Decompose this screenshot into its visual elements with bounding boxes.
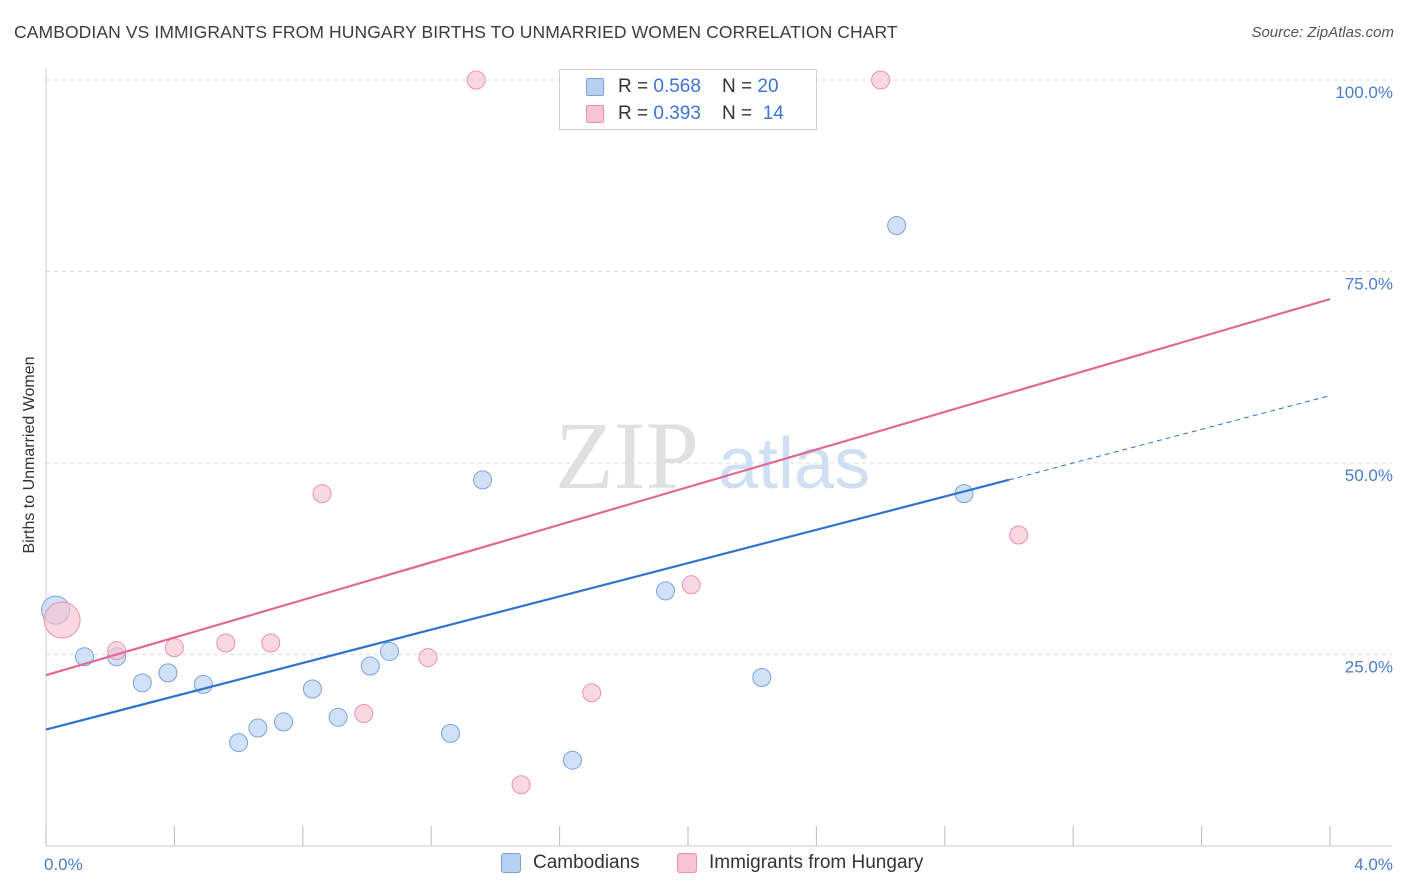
- y-tick-label: 50.0%: [1345, 466, 1393, 485]
- hungary-point: [43, 601, 81, 639]
- cambodians-point: [473, 470, 493, 490]
- hungary-point: [418, 648, 438, 668]
- cambodians-point: [302, 679, 322, 699]
- cambodians-point: [656, 581, 676, 601]
- hungary-point: [261, 633, 281, 653]
- cambodians-trend-extension: [1008, 395, 1331, 481]
- cambodians-point: [887, 216, 907, 236]
- x-tick-label: 4.0%: [1354, 855, 1393, 874]
- hungary-point: [871, 70, 891, 90]
- bottom-legend-label: Immigrants from Hungary: [709, 852, 924, 873]
- cambodians-point: [328, 707, 348, 727]
- legend-n-value: 14: [762, 103, 784, 124]
- legend-r-label: R =: [618, 76, 654, 97]
- hungary-trend-line: [45, 298, 1331, 677]
- hungary-point: [466, 70, 486, 90]
- cambodians-swatch-icon: [501, 853, 521, 873]
- cambodians-point: [158, 663, 178, 683]
- hungary-point: [681, 575, 701, 595]
- cambodians-point: [379, 641, 399, 661]
- hungary-point: [354, 703, 374, 723]
- cambodians-point: [274, 712, 294, 732]
- grid-layer: [46, 79, 1392, 655]
- legend-n-label: N =: [722, 103, 758, 124]
- hungary-point: [164, 638, 184, 658]
- cambodians-point: [752, 667, 772, 687]
- cambodians-point: [562, 750, 582, 770]
- trend-layer: [45, 298, 1331, 731]
- y-tick-label: 75.0%: [1345, 275, 1393, 294]
- hungary-point: [216, 633, 236, 653]
- bottom-legend-label: Cambodians: [533, 852, 640, 873]
- source-label: Source: ZipAtlas.com: [1251, 24, 1394, 41]
- axis-layer: [45, 68, 1392, 847]
- hungary-point: [312, 484, 332, 504]
- cambodians-point: [132, 673, 152, 693]
- watermark-zip: ZIP: [555, 402, 699, 509]
- cambodians-point: [229, 733, 249, 753]
- hungary-point: [511, 775, 531, 795]
- points-layer: [41, 70, 1029, 795]
- cambodians-point: [360, 656, 380, 676]
- cambodians-point: [248, 718, 268, 738]
- legend-r-value: 0.393: [653, 103, 701, 124]
- hungary-point: [582, 683, 602, 703]
- hungary-point: [1009, 525, 1029, 545]
- hungary-swatch-icon: [586, 105, 604, 123]
- tick-label-layer: 25.0% 50.0% 75.0% 100.0% 0.0% 4.0%: [44, 83, 1393, 874]
- y-tick-label: 25.0%: [1345, 658, 1393, 677]
- watermark-atlas: atlas: [718, 424, 870, 504]
- legend-n-value: 20: [757, 76, 779, 97]
- cambodians-swatch-icon: [586, 78, 604, 96]
- legend-n-label: N =: [722, 76, 758, 97]
- legend-r-label: R =: [618, 103, 654, 124]
- hungary-swatch-icon: [677, 853, 697, 873]
- y-axis-label: Births to Unmarried Women: [21, 356, 38, 553]
- y-tick-label: 100.0%: [1335, 83, 1393, 102]
- correlation-legend: R = 0.568 N = 20 R = 0.393 N = 14: [559, 69, 817, 130]
- cambodians-trend-line: [45, 478, 1010, 731]
- x-tick-label: 0.0%: [44, 855, 83, 874]
- cambodians-point: [75, 647, 95, 667]
- cambodians-point: [440, 723, 460, 743]
- legend-r-value: 0.568: [653, 76, 701, 97]
- chart-title: CAMBODIAN VS IMMIGRANTS FROM HUNGARY BIR…: [14, 22, 898, 42]
